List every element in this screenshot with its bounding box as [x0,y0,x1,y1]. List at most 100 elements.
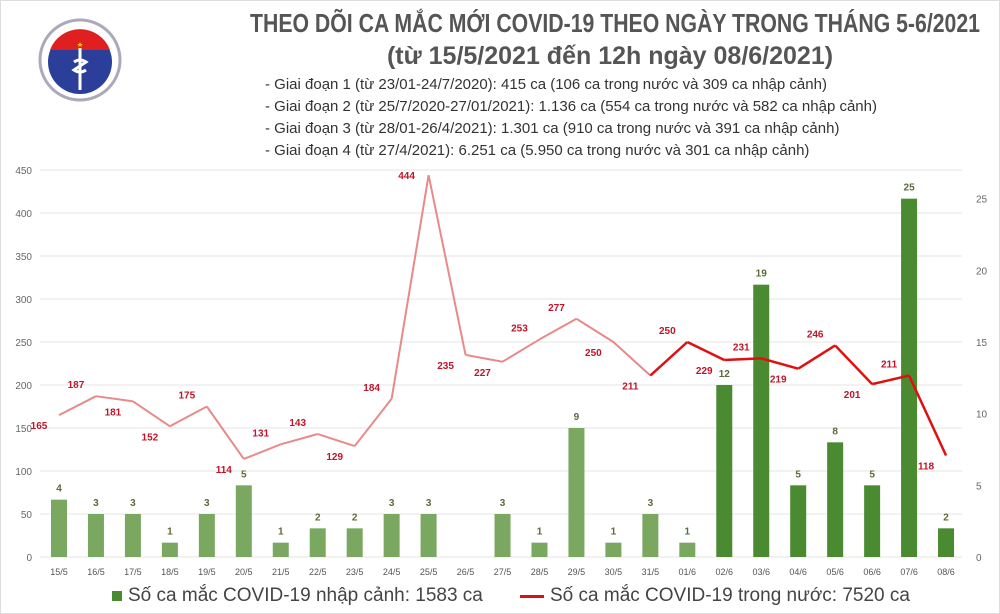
bar-data-label: 2 [315,512,321,523]
bar [605,542,622,557]
bar [753,284,770,557]
x-tick-label: 28/5 [531,567,549,577]
line-segment [95,395,134,403]
phase-1-text: - Giai đoạn 1 (từ 23/01-24/7/2020): 415 … [265,76,827,93]
x-tick-label: 30/5 [605,567,623,577]
line-data-label: 444 [398,171,415,182]
chart-title: THEO DÕI CA MẮC MỚI COVID-19 THEO NGÀY T… [250,8,980,38]
bar-data-label: 3 [500,498,506,509]
y-right-tick-label: 20 [976,266,988,277]
bar-data-label: 2 [943,512,949,523]
x-tick-label: 21/5 [272,567,290,577]
line-data-label: 114 [216,465,233,476]
line-segment [465,353,503,363]
legend-bar-label: Số ca mắc COVID-19 nhập cảnh: 1583 ca [128,585,483,606]
x-tick-label: 25/5 [420,567,438,577]
bar-data-label: 2 [352,512,358,523]
phase-4-text: - Giai đoạn 4 (từ 27/4/2021): 6.251 ca (… [265,142,810,159]
bar-data-label: 9 [574,412,580,423]
bar-data-label: 5 [869,469,875,480]
line-data-label: 165 [31,421,48,432]
x-tick-label: 05/6 [826,567,844,577]
bar-data-label: 3 [130,498,136,509]
line-segment [58,395,97,416]
bar [383,514,400,557]
line-data-label: 118 [918,462,935,473]
x-tick-label: 07/6 [900,567,918,577]
line-segment [132,400,171,428]
bar-data-label: 1 [611,527,617,538]
line-data-label: 201 [844,390,861,401]
line-data-label: 143 [289,418,306,429]
x-tick-label: 08/6 [937,567,955,577]
bar [51,499,67,557]
line-data-label: 227 [474,368,491,379]
line-data-label: 229 [696,366,713,377]
bar-data-label: 3 [648,498,654,509]
line-data-label: 277 [548,303,565,314]
y-left-tick-label: 350 [15,252,32,263]
line-segment [649,341,689,377]
bar [124,514,141,557]
bar-data-label: 1 [278,527,284,538]
bar-data-label: 4 [56,484,62,495]
bar-data-label: 5 [241,469,247,480]
bar [420,514,437,557]
y-left-tick-label: 450 [15,166,32,177]
bar [161,542,178,557]
y-left-tick-label: 50 [21,510,33,521]
line-data-label: 219 [770,375,787,386]
line-segment [797,344,836,370]
y-left-tick-label: 300 [15,295,32,306]
bar-data-label: 3 [426,498,432,509]
bar-data-label: 19 [756,269,768,280]
y-left-tick-label: 400 [15,209,32,220]
y-right-tick-label: 15 [976,338,988,349]
y-right-tick-label: 25 [976,195,988,206]
bar [790,485,807,557]
line-data-label: 211 [881,360,898,371]
line-data-label: 181 [105,407,122,418]
bar-data-label: 1 [685,527,691,538]
line-segment [575,317,614,343]
x-tick-label: 26/5 [457,567,475,577]
bar-data-label: 5 [795,469,801,480]
bar [568,428,585,557]
line-data-label: 235 [437,361,454,372]
line-segment [502,338,540,363]
ministry-of-health-logo [38,18,122,102]
x-tick-label: 20/5 [235,567,253,577]
line-segment [871,374,910,386]
y-right-tick-label: 10 [976,410,988,421]
bar [272,542,289,557]
line-data-label: 250 [659,326,676,337]
bar-data-label: 25 [904,183,916,194]
x-tick-label: 24/5 [383,567,401,577]
y-right-tick-label: 5 [976,481,982,492]
legend-line-label: Số ca mắc COVID-19 trong nước: 7520 ca [550,585,910,606]
line-segment [427,174,467,356]
x-tick-label: 15/5 [50,567,68,577]
line-data-label: 187 [68,380,85,391]
bar [531,542,548,557]
bar [87,514,104,557]
line-segment [206,405,245,460]
bar [827,442,844,557]
x-tick-label: 01/6 [679,567,697,577]
bar [642,514,659,557]
legend-bars: Số ca mắc COVID-19 nhập cảnh: 1583 ca [112,585,483,607]
line-segment [243,443,282,460]
legend-line: Số ca mắc COVID-19 trong nước: 7520 ca [520,585,910,607]
x-tick-label: 19/5 [198,567,216,577]
legend-bar-swatch [112,591,122,601]
bar [679,542,696,557]
line-segment [353,398,393,447]
line-data-label: 231 [733,342,750,353]
line-data-label: 175 [178,391,195,402]
line-segment [169,405,208,428]
line-segment [612,341,652,377]
line-data-label: 253 [511,323,528,334]
line-data-label: 246 [807,329,824,340]
bar-data-label: 12 [719,369,731,380]
bar [235,485,252,557]
